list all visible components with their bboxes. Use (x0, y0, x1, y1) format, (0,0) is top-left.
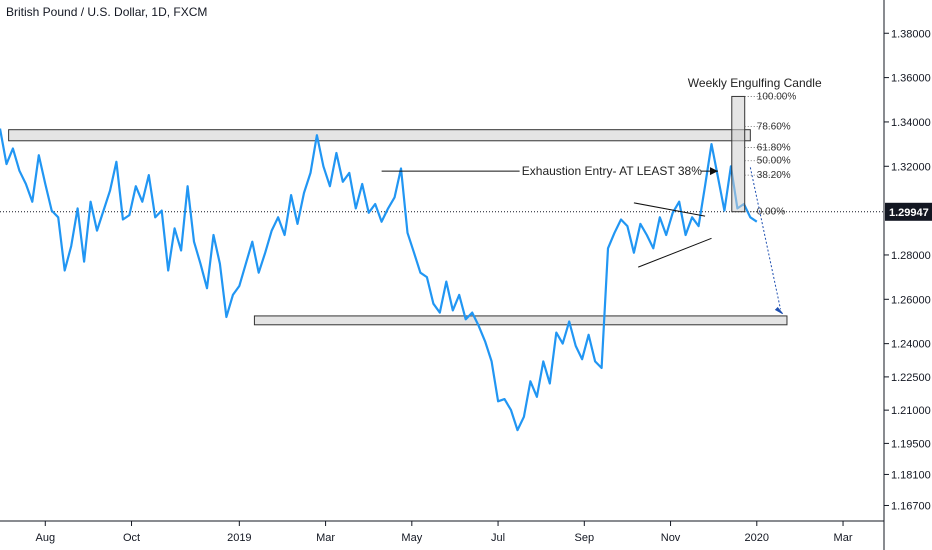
y-tick-label: 1.22500 (891, 372, 931, 384)
projection-arrow-head (774, 306, 784, 315)
wedge-upper-line (633, 202, 706, 217)
fib-level-label: 100.00% (757, 91, 797, 102)
resistance-zone (8, 129, 751, 142)
x-tick-label: Sep (575, 532, 595, 544)
fib-level-label: 38.20% (757, 170, 791, 181)
projection-arrow-line (749, 167, 781, 310)
x-tick-label: 2019 (227, 532, 251, 544)
chart-title: British Pound / U.S. Dollar, 1D, FXCM (6, 5, 208, 19)
fib-level-label: 78.60% (757, 121, 791, 132)
exhaustion-label: Exhaustion Entry- AT LEAST 38% (522, 164, 702, 178)
y-tick-label: 1.26000 (891, 294, 931, 306)
x-tick-label: Mar (834, 532, 853, 544)
x-tick-label: 2020 (745, 532, 769, 544)
fib-level-label: 50.00% (757, 156, 791, 167)
exhaustion-arrow-head (709, 167, 718, 176)
y-tick-label: 1.34000 (891, 117, 931, 129)
weekly-candle-label: Weekly Engulfing Candle (688, 76, 822, 90)
price-series-line (0, 128, 758, 432)
y-tick-label: 1.28000 (891, 250, 931, 262)
y-tick-label: 1.21000 (891, 405, 931, 417)
x-tick-label: Oct (123, 532, 140, 544)
y-tick-label: 1.32000 (891, 161, 931, 173)
x-tick-label: Mar (316, 532, 335, 544)
y-tick-label: 1.38000 (891, 28, 931, 40)
wedge-lower-line (638, 237, 712, 268)
y-tick-label: 1.16700 (891, 500, 931, 512)
x-tick-label: Jul (491, 532, 505, 544)
current-price-label: 1.29947 (889, 207, 929, 219)
x-tick-label: Aug (35, 532, 55, 544)
x-tick-label: Nov (661, 532, 681, 544)
fib-level-label: 61.80% (757, 142, 791, 153)
x-tick-label: May (401, 532, 422, 544)
fib-level-label: 0.00% (757, 207, 785, 218)
support-zone (253, 315, 788, 326)
y-tick-label: 1.18100 (891, 469, 931, 481)
y-tick-label: 1.19500 (891, 438, 931, 450)
engulfing-candle-box (731, 95, 746, 213)
y-tick-label: 1.24000 (891, 339, 931, 351)
y-tick-label: 1.36000 (891, 73, 931, 85)
current-price-label-bg (885, 202, 932, 221)
